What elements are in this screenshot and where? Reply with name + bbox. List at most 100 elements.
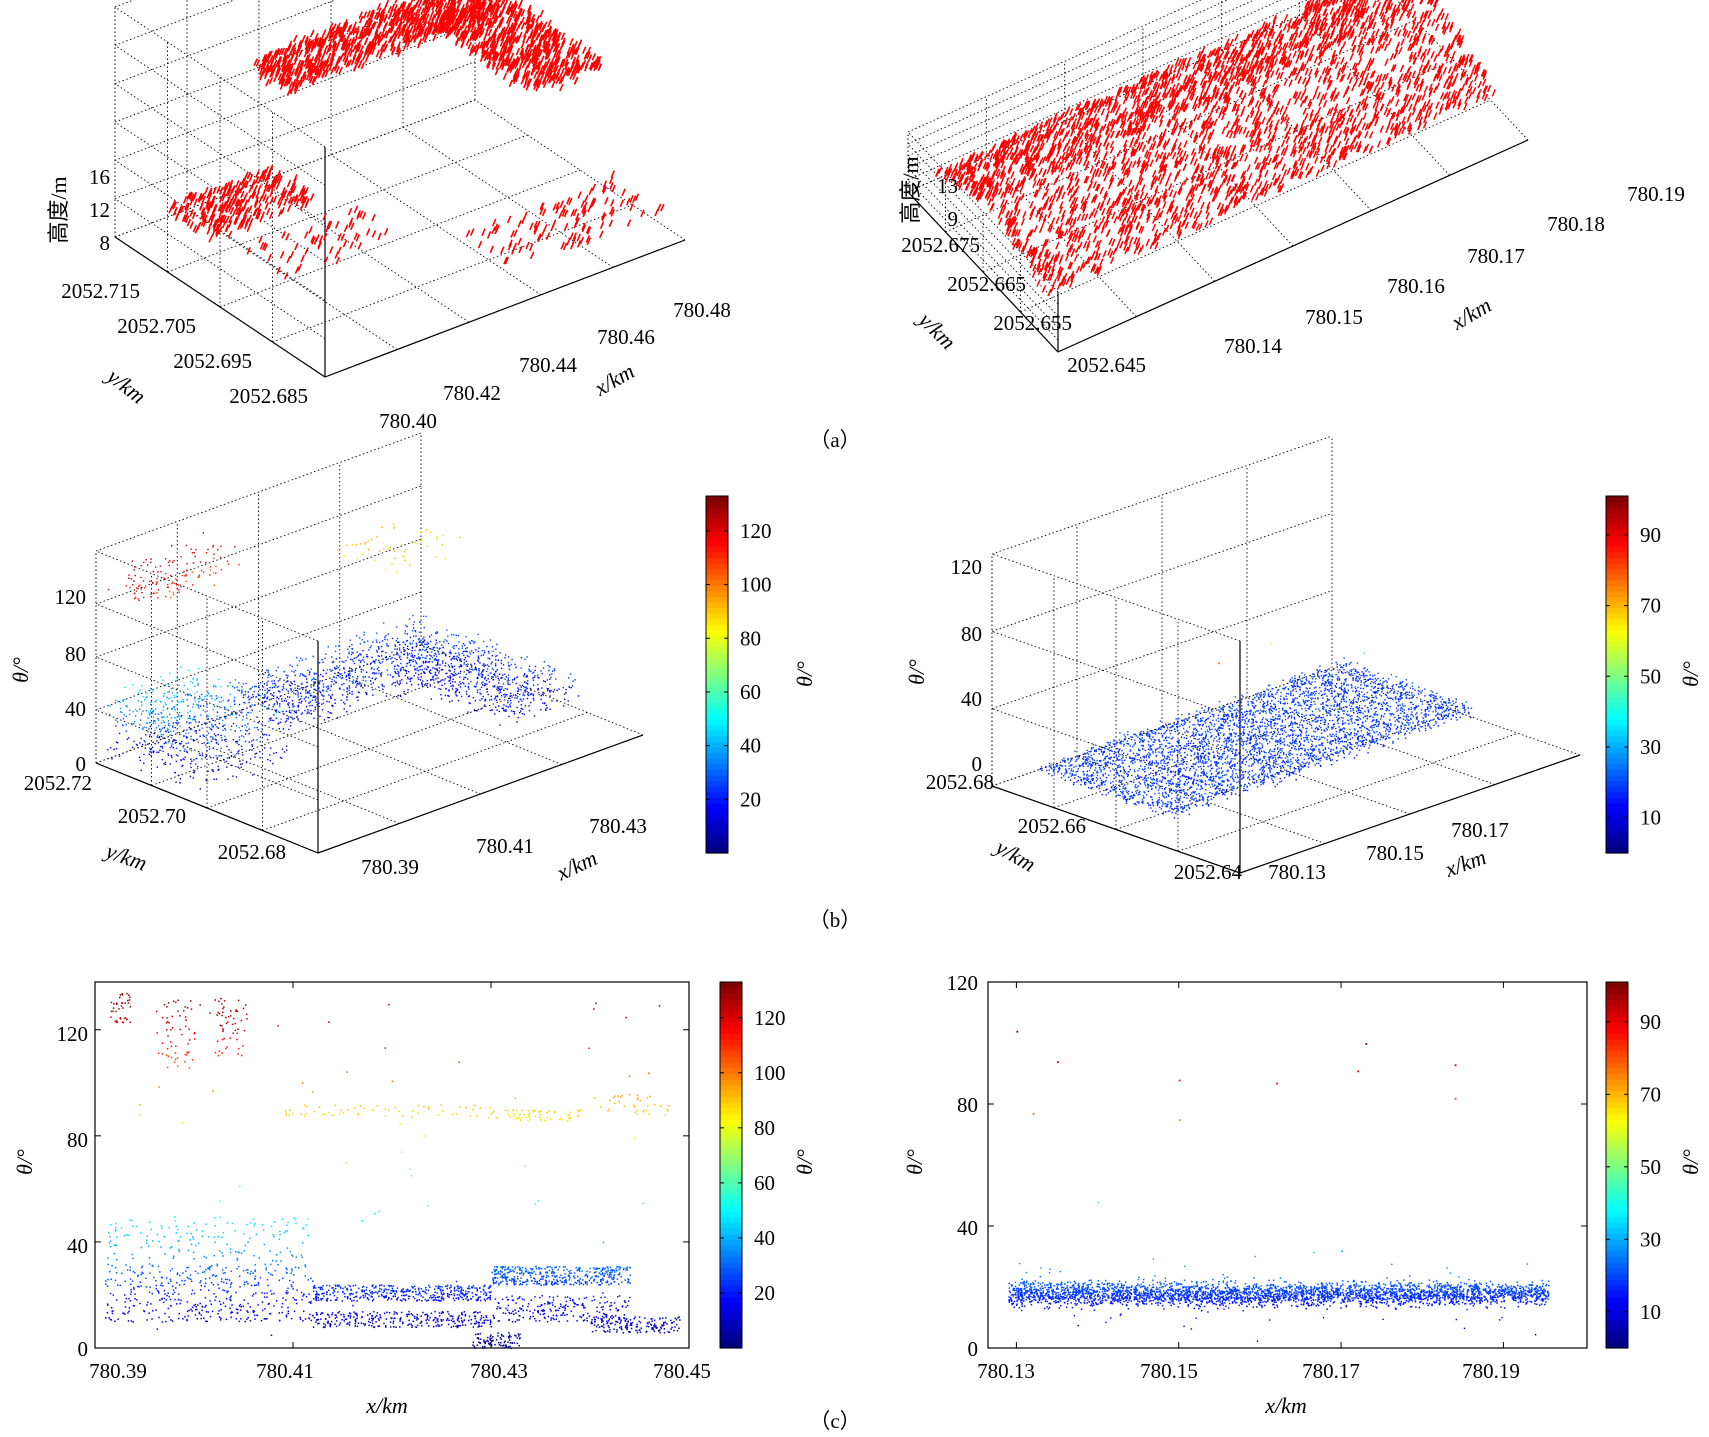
- point: [334, 25, 340, 33]
- point: [448, 6, 454, 15]
- point: [331, 45, 337, 54]
- point: [396, 41, 401, 50]
- point: [358, 31, 363, 40]
- point: [528, 243, 534, 252]
- point: [465, 229, 471, 238]
- point: [1141, 184, 1146, 192]
- point: [1324, 125, 1329, 134]
- point: [329, 52, 335, 61]
- point: [1008, 209, 1014, 218]
- point: [363, 19, 369, 28]
- point: [1213, 118, 1218, 127]
- point: [334, 221, 340, 229]
- point: [1345, 96, 1351, 105]
- point: [363, 37, 369, 46]
- point: [366, 10, 371, 18]
- point: [569, 232, 574, 240]
- point: [313, 74, 319, 83]
- point: [419, 13, 425, 22]
- point: [1322, 151, 1328, 159]
- point: [352, 44, 357, 53]
- point: [1041, 155, 1047, 164]
- point: [445, 6, 450, 14]
- point: [335, 65, 340, 74]
- point: [272, 49, 278, 58]
- point: [302, 74, 307, 82]
- point: [280, 60, 286, 68]
- point: [1279, 176, 1285, 185]
- point: [317, 70, 323, 79]
- point: [1207, 50, 1212, 59]
- point: [1372, 0, 1377, 8]
- point: [518, 245, 523, 254]
- point: [460, 0, 463, 2]
- point: [1068, 194, 1073, 202]
- point: [419, 29, 425, 38]
- point: [1318, 98, 1323, 107]
- point: [1341, 40, 1347, 49]
- point: [486, 61, 492, 70]
- point: [285, 59, 291, 67]
- point: [998, 187, 1003, 196]
- point: [477, 1, 482, 10]
- point: [1408, 35, 1414, 43]
- point: [189, 209, 194, 217]
- point: [268, 65, 273, 73]
- point: [338, 28, 343, 37]
- point: [1336, 140, 1342, 149]
- point: [1468, 71, 1474, 80]
- point: [1086, 192, 1091, 201]
- point: [1295, 56, 1300, 64]
- point: [413, 13, 419, 22]
- point: [1179, 206, 1185, 215]
- point: [397, 31, 402, 40]
- point: [415, 13, 421, 22]
- point: [354, 41, 360, 50]
- point: [366, 40, 372, 49]
- point: [1287, 53, 1292, 61]
- point: [409, 34, 415, 43]
- point: [1312, 92, 1317, 101]
- point: [304, 54, 310, 63]
- point: [298, 41, 303, 50]
- point: [1437, 48, 1442, 57]
- point: [265, 60, 271, 68]
- point: [1414, 114, 1419, 123]
- point: [1161, 228, 1167, 236]
- point: [452, 0, 457, 6]
- point: [1346, 104, 1351, 113]
- point: [260, 62, 265, 70]
- point: [1092, 235, 1097, 243]
- point: [427, 16, 432, 25]
- point: [1090, 174, 1095, 183]
- point: [1464, 96, 1469, 104]
- point: [1045, 182, 1050, 191]
- point: [472, 0, 476, 4]
- point: [573, 76, 579, 85]
- point: [1253, 156, 1259, 165]
- point: [307, 64, 312, 72]
- point: [1021, 137, 1026, 146]
- point: [1131, 101, 1137, 110]
- x-tick-label: 780.42: [443, 381, 501, 405]
- point: [395, 18, 400, 27]
- point: [304, 42, 310, 50]
- point: [400, 23, 406, 32]
- point: [341, 34, 346, 43]
- point: [283, 47, 288, 56]
- point: [1405, 99, 1410, 108]
- point: [533, 71, 538, 79]
- point: [999, 179, 1004, 187]
- point: [282, 67, 287, 76]
- point: [486, 231, 492, 239]
- point: [321, 41, 327, 49]
- point: [269, 196, 274, 205]
- point: [394, 16, 399, 25]
- point: [1423, 85, 1429, 94]
- point: [560, 67, 565, 76]
- point: [429, 10, 435, 18]
- point: [407, 34, 412, 43]
- point: [324, 69, 329, 78]
- point: [1395, 99, 1400, 107]
- point: [1328, 145, 1333, 153]
